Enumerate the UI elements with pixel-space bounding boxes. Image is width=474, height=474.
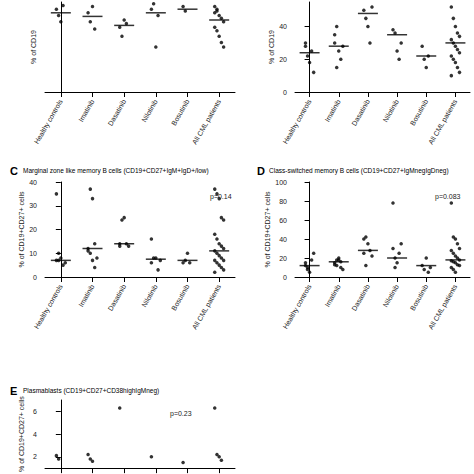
- svg-text:80: 80: [279, 198, 287, 205]
- svg-text:Healthy controls: Healthy controls: [33, 283, 65, 331]
- svg-text:p=0.14: p=0.14: [210, 193, 232, 201]
- svg-text:All CML patients: All CML patients: [427, 98, 459, 146]
- svg-text:Healthy controls: Healthy controls: [33, 98, 65, 146]
- svg-text:100: 100: [275, 179, 287, 186]
- svg-text:p=0.23: p=0.23: [170, 410, 192, 418]
- svg-text:E: E: [10, 385, 17, 397]
- svg-text:40: 40: [279, 236, 287, 243]
- svg-text:Bosutinib: Bosutinib: [409, 98, 429, 126]
- svg-text:Nilotinib: Nilotinib: [140, 283, 159, 308]
- svg-text:Bosutinib: Bosutinib: [170, 98, 190, 126]
- svg-text:Healthy controls: Healthy controls: [282, 283, 314, 331]
- svg-text:All CML patients: All CML patients: [191, 283, 223, 331]
- svg-text:2: 2: [33, 453, 37, 460]
- svg-text:Dasatinib: Dasatinib: [107, 283, 128, 312]
- svg-text:C: C: [10, 165, 18, 177]
- svg-text:Imatinib: Imatinib: [323, 98, 341, 123]
- svg-text:Nilotinib: Nilotinib: [140, 98, 159, 123]
- svg-text:Bosutinib: Bosutinib: [409, 283, 429, 311]
- svg-text:Dasatinib: Dasatinib: [350, 283, 371, 312]
- svg-text:60: 60: [279, 217, 287, 224]
- svg-text:All CML patients: All CML patients: [191, 98, 223, 146]
- svg-text:20: 20: [279, 56, 287, 63]
- svg-text:0: 0: [283, 274, 287, 281]
- svg-text:Dasatinib: Dasatinib: [350, 98, 371, 127]
- svg-text:Dasatinib: Dasatinib: [107, 98, 128, 127]
- svg-text:20: 20: [279, 255, 287, 262]
- svg-text:Bosutinib: Bosutinib: [170, 283, 190, 311]
- svg-text:p=0.083: p=0.083: [435, 193, 461, 201]
- svg-text:10: 10: [29, 250, 37, 257]
- svg-text:% of CD19: % of CD19: [30, 30, 37, 64]
- svg-text:% of CD19: % of CD19: [268, 30, 275, 64]
- svg-text:% of CD19+CD27+ cells: % of CD19+CD27+ cells: [264, 191, 271, 267]
- svg-text:Imatinib: Imatinib: [323, 283, 341, 308]
- svg-text:Healthy controls: Healthy controls: [282, 98, 314, 146]
- svg-text:40: 40: [29, 179, 37, 186]
- svg-text:0: 0: [283, 89, 287, 96]
- svg-text:6: 6: [33, 408, 37, 415]
- svg-text:Class-switched memory B cells: Class-switched memory B cells (CD19+CD27…: [269, 167, 449, 175]
- svg-text:Imatinib: Imatinib: [77, 98, 95, 123]
- svg-text:Marginal zone like memory B ce: Marginal zone like memory B cells (CD19+…: [23, 167, 209, 175]
- svg-text:% of CD19+CD27+ cells: % of CD19+CD27+ cells: [18, 396, 25, 472]
- svg-text:All CML patients: All CML patients: [427, 283, 459, 331]
- svg-text:20: 20: [29, 226, 37, 233]
- svg-text:% of CD19+CD27+ cells: % of CD19+CD27+ cells: [18, 191, 25, 267]
- svg-text:Nilotinib: Nilotinib: [382, 283, 401, 308]
- svg-text:30: 30: [29, 202, 37, 209]
- svg-text:D: D: [257, 165, 265, 177]
- svg-text:40: 40: [279, 23, 287, 30]
- svg-text:Nilotinib: Nilotinib: [382, 98, 401, 123]
- svg-text:0: 0: [33, 274, 37, 281]
- svg-text:Imatinib: Imatinib: [77, 283, 95, 308]
- svg-text:4: 4: [33, 431, 37, 438]
- svg-text:Plasmablasts (CD19+CD27+CD38hi: Plasmablasts (CD19+CD27+CD38highIgMneg): [23, 387, 159, 395]
